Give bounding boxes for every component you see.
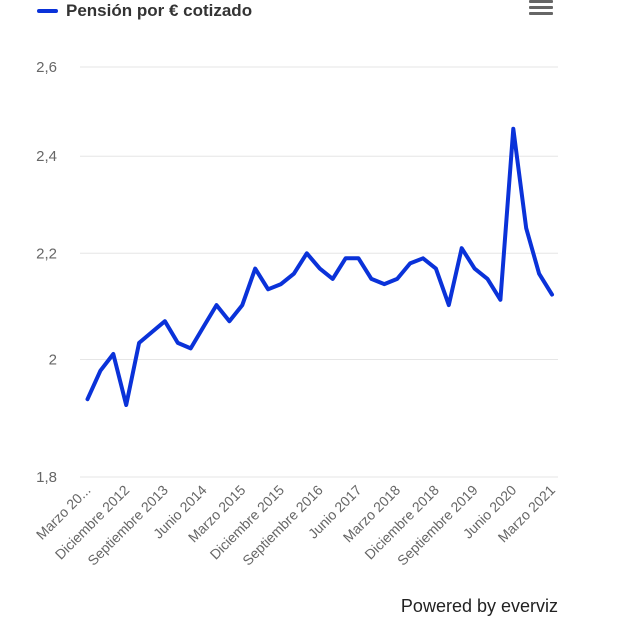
y-tick-label: 1,8 (36, 469, 57, 486)
series-line (85, 126, 554, 407)
y-tick-label: 2,6 (36, 59, 57, 76)
legend-swatch (37, 9, 58, 13)
legend-label: Pensión por € cotizado (66, 1, 253, 20)
credit-link[interactable]: Powered by everviz (400, 596, 558, 616)
legend-item[interactable]: Pensión por € cotizado (37, 1, 252, 21)
hamburger-menu-icon[interactable] (529, 0, 553, 18)
menu-bar (529, 6, 553, 9)
menu-bar (529, 0, 553, 3)
y-tick-label: 2,2 (36, 245, 57, 262)
menu-bar (529, 12, 553, 15)
y-tick-label: 2 (49, 352, 57, 369)
y-tick-label: 2,4 (36, 148, 57, 165)
